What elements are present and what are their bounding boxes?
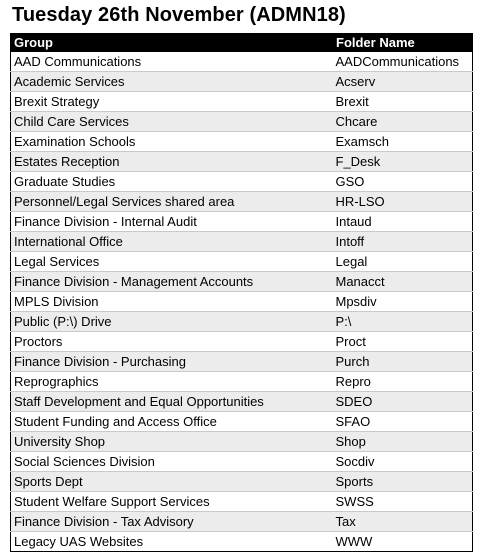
table-row: Student Funding and Access Office SFAO — [10, 411, 473, 432]
folder-name-cell: F_Desk — [332, 151, 473, 172]
group-cell: Proctors — [10, 331, 333, 352]
table-row: Estates Reception F_Desk — [10, 151, 473, 172]
group-cell: Social Sciences Division — [10, 451, 333, 472]
folder-name-cell: Acserv — [332, 71, 473, 92]
table-row: Social Sciences Division Socdiv — [10, 451, 473, 472]
group-cell: Estates Reception — [10, 151, 333, 172]
folder-name-cell: Shop — [332, 431, 473, 452]
table-row: Legacy UAS Websites WWW — [10, 531, 473, 552]
folder-name-cell: Socdiv — [332, 451, 473, 472]
group-cell: Finance Division - Management Accounts — [10, 271, 333, 292]
table-row: Brexit Strategy Brexit — [10, 91, 473, 112]
folder-name-cell: Intaud — [332, 211, 473, 232]
group-cell: Legacy UAS Websites — [10, 531, 333, 552]
group-cell: AAD Communications — [10, 51, 333, 72]
folder-name-cell: Purch — [332, 351, 473, 372]
folder-name-cell: Manacct — [332, 271, 473, 292]
folder-name-cell: Brexit — [332, 91, 473, 112]
group-cell: Staff Development and Equal Opportunitie… — [10, 391, 333, 412]
folder-name-cell: Mpsdiv — [332, 291, 473, 312]
folder-name-cell: Chcare — [332, 111, 473, 132]
table-row: AAD Communications AADCommunications — [10, 51, 473, 72]
folder-name-cell: WWW — [332, 531, 473, 552]
group-cell: Sports Dept — [10, 471, 333, 492]
group-cell: Brexit Strategy — [10, 91, 333, 112]
folder-name-cell: SFAO — [332, 411, 473, 432]
table-row: Finance Division - Tax Advisory Tax — [10, 511, 473, 532]
column-header-group: Group — [10, 33, 333, 52]
folder-name-cell: Intoff — [332, 231, 473, 252]
table-row: Finance Division - Purchasing Purch — [10, 351, 473, 372]
table-row: Examination Schools Examsch — [10, 131, 473, 152]
folder-name-cell: AADCommunications — [332, 51, 473, 72]
table-row: MPLS Division Mpsdiv — [10, 291, 473, 312]
page-title: Tuesday 26th November (ADMN18) — [12, 4, 346, 26]
table-row: Staff Development and Equal Opportunitie… — [10, 391, 473, 412]
group-cell: Finance Division - Internal Audit — [10, 211, 333, 232]
group-cell: Examination Schools — [10, 131, 333, 152]
group-cell: Graduate Studies — [10, 171, 333, 192]
table-row: University Shop Shop — [10, 431, 473, 452]
table-row: Student Welfare Support Services SWSS — [10, 491, 473, 512]
group-cell: Child Care Services — [10, 111, 333, 132]
folder-name-cell: Sports — [332, 471, 473, 492]
folder-name-cell: Repro — [332, 371, 473, 392]
folder-name-cell: Legal — [332, 251, 473, 272]
table-row: International Office Intoff — [10, 231, 473, 252]
table-row: Legal Services Legal — [10, 251, 473, 272]
folder-name-cell: Tax — [332, 511, 473, 532]
table-row: Academic Services Acserv — [10, 71, 473, 92]
group-cell: Finance Division - Purchasing — [10, 351, 333, 372]
table-row: Personnel/Legal Services shared area HR-L… — [10, 191, 473, 212]
folder-name-cell: SDEO — [332, 391, 473, 412]
group-cell: Legal Services — [10, 251, 333, 272]
group-cell: Public (P:\) Drive — [10, 311, 333, 332]
folder-name-cell: Proct — [332, 331, 473, 352]
table-row: Finance Division - Internal Audit Intaud — [10, 211, 473, 232]
folder-name-cell: HR-LSO — [332, 191, 473, 212]
table-row: Public (P:\) Drive P:\ — [10, 311, 473, 332]
table-row: Proctors Proct — [10, 331, 473, 352]
group-cell: Finance Division - Tax Advisory — [10, 511, 333, 532]
group-cell: Reprographics — [10, 371, 333, 392]
folder-name-cell: Examsch — [332, 131, 473, 152]
group-cell: Personnel/Legal Services shared area — [10, 191, 333, 212]
group-cell: MPLS Division — [10, 291, 333, 312]
folder-name-cell: P:\ — [332, 311, 473, 332]
table-row: Finance Division - Management Accounts Ma… — [10, 271, 473, 292]
group-cell: International Office — [10, 231, 333, 252]
column-header-folder-name: Folder Name — [332, 33, 473, 52]
table-row: Sports Dept Sports — [10, 471, 473, 492]
group-cell: Student Funding and Access Office — [10, 411, 333, 432]
group-cell: Student Welfare Support Services — [10, 491, 333, 512]
folder-table: Group Folder Name AAD Communications AADC… — [10, 33, 473, 552]
group-cell: Academic Services — [10, 71, 333, 92]
group-cell: University Shop — [10, 431, 333, 452]
table-body: AAD Communications AADCommunications Acade… — [10, 51, 473, 552]
table-row: Child Care Services Chcare — [10, 111, 473, 132]
table-row: Reprographics Repro — [10, 371, 473, 392]
folder-name-cell: GSO — [332, 171, 473, 192]
table-header-row: Group Folder Name — [10, 33, 473, 52]
table-row: Graduate Studies GSO — [10, 171, 473, 192]
folder-name-cell: SWSS — [332, 491, 473, 512]
